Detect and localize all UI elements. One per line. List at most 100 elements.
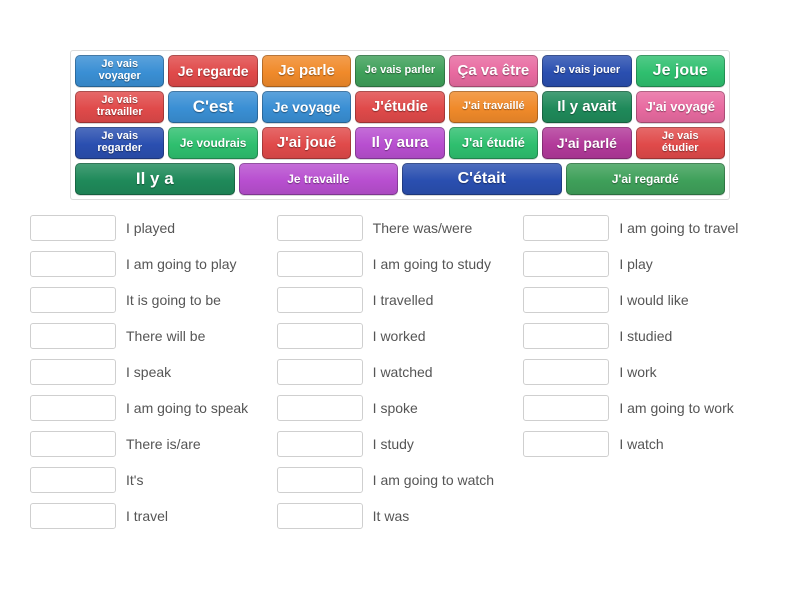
drop-slot[interactable]: [30, 503, 116, 529]
draggable-tile[interactable]: Ça va être: [449, 55, 538, 87]
drop-slot[interactable]: [523, 215, 609, 241]
tile-row: Je vais regarderJe voudraisJ'ai jouéIl y…: [75, 127, 725, 159]
answer-label: There was/were: [373, 220, 473, 237]
answer-label: I am going to study: [373, 256, 491, 273]
drop-slot[interactable]: [523, 431, 609, 457]
draggable-tile[interactable]: J'ai voyagé: [636, 91, 725, 123]
tile-row: Je vais travaillerC'estJe voyageJ'étudie…: [75, 91, 725, 123]
answer-row: There will be: [30, 318, 277, 354]
drop-slot[interactable]: [277, 431, 363, 457]
drop-slot[interactable]: [30, 467, 116, 493]
draggable-tile[interactable]: J'ai travaillé: [449, 91, 538, 123]
drop-slot[interactable]: [30, 251, 116, 277]
drop-slot[interactable]: [277, 215, 363, 241]
draggable-tile[interactable]: Je vais travailler: [75, 91, 164, 123]
answer-row: It is going to be: [30, 282, 277, 318]
draggable-tile[interactable]: Je vais regarder: [75, 127, 164, 159]
answer-label: I played: [126, 220, 175, 237]
answer-row: I am going to play: [30, 246, 277, 282]
draggable-tile[interactable]: Je vais étudier: [636, 127, 725, 159]
answer-label: I am going to speak: [126, 400, 248, 417]
answer-row: I work: [523, 354, 770, 390]
answer-label: I watch: [619, 436, 663, 453]
answer-row: I studied: [523, 318, 770, 354]
drop-slot[interactable]: [523, 251, 609, 277]
draggable-tile[interactable]: Je regarde: [168, 55, 257, 87]
answer-row: I watch: [523, 426, 770, 462]
draggable-tile[interactable]: C'est: [168, 91, 257, 123]
answer-row: I watched: [277, 354, 524, 390]
answer-label: I work: [619, 364, 656, 381]
drop-slot[interactable]: [277, 395, 363, 421]
draggable-tile[interactable]: Je voyage: [262, 91, 351, 123]
answer-label: It is going to be: [126, 292, 221, 309]
draggable-tile[interactable]: Je vais jouer: [542, 55, 631, 87]
tile-row: Je vais voyagerJe regardeJe parleJe vais…: [75, 55, 725, 87]
answer-column: I am going to travel I play I would like I …: [523, 210, 770, 534]
answer-row: I am going to work: [523, 390, 770, 426]
drop-slot[interactable]: [30, 215, 116, 241]
drop-slot[interactable]: [523, 359, 609, 385]
answer-row: I am going to watch: [277, 462, 524, 498]
drop-slot[interactable]: [30, 431, 116, 457]
draggable-tile[interactable]: Je travaille: [239, 163, 399, 195]
answer-label: I travel: [126, 508, 168, 525]
answer-row: There was/were: [277, 210, 524, 246]
drop-slot[interactable]: [277, 287, 363, 313]
drop-slot[interactable]: [30, 323, 116, 349]
answer-label: I play: [619, 256, 652, 273]
drop-slot[interactable]: [523, 323, 609, 349]
draggable-tile[interactable]: Je voudrais: [168, 127, 257, 159]
drop-slot[interactable]: [277, 467, 363, 493]
drop-slot[interactable]: [523, 395, 609, 421]
answer-label: There will be: [126, 328, 205, 345]
answer-label: I worked: [373, 328, 426, 345]
answer-row: I travelled: [277, 282, 524, 318]
answer-label: I travelled: [373, 292, 434, 309]
answer-row: I study: [277, 426, 524, 462]
answer-row: There is/are: [30, 426, 277, 462]
draggable-tile[interactable]: Je vais parler: [355, 55, 444, 87]
draggable-tile[interactable]: J'ai parlé: [542, 127, 631, 159]
exercise-container: Je vais voyagerJe regardeJe parleJe vais…: [0, 0, 800, 534]
tile-bank: Je vais voyagerJe regardeJe parleJe vais…: [70, 50, 730, 200]
answer-label: I am going to watch: [373, 472, 494, 489]
drop-slot[interactable]: [277, 323, 363, 349]
drop-slot[interactable]: [277, 359, 363, 385]
draggable-tile[interactable]: J'ai joué: [262, 127, 351, 159]
drop-slot[interactable]: [30, 395, 116, 421]
answer-label: I am going to play: [126, 256, 237, 273]
answer-row: I played: [30, 210, 277, 246]
answer-column: I played I am going to play It is going to…: [30, 210, 277, 534]
draggable-tile[interactable]: Je parle: [262, 55, 351, 87]
answer-label: It was: [373, 508, 410, 525]
draggable-tile[interactable]: J'ai regardé: [566, 163, 726, 195]
answer-label: I study: [373, 436, 414, 453]
answer-label: I am going to travel: [619, 220, 738, 237]
answer-row: I would like: [523, 282, 770, 318]
answer-label: I would like: [619, 292, 688, 309]
drop-slot[interactable]: [277, 503, 363, 529]
drop-slot[interactable]: [277, 251, 363, 277]
draggable-tile[interactable]: Je vais voyager: [75, 55, 164, 87]
draggable-tile[interactable]: Il y aura: [355, 127, 444, 159]
drop-slot[interactable]: [523, 287, 609, 313]
draggable-tile[interactable]: Je joue: [636, 55, 725, 87]
draggable-tile[interactable]: C'était: [402, 163, 562, 195]
answer-row: I play: [523, 246, 770, 282]
draggable-tile[interactable]: J'ai étudié: [449, 127, 538, 159]
answer-row: I travel: [30, 498, 277, 534]
draggable-tile[interactable]: J'étudie: [355, 91, 444, 123]
answer-row: It was: [277, 498, 524, 534]
answer-row: I am going to study: [277, 246, 524, 282]
answer-row: I spoke: [277, 390, 524, 426]
answer-label: I speak: [126, 364, 171, 381]
answer-row: I am going to travel: [523, 210, 770, 246]
answer-label: I watched: [373, 364, 433, 381]
drop-slot[interactable]: [30, 287, 116, 313]
draggable-tile[interactable]: Il y avait: [542, 91, 631, 123]
answer-label: I studied: [619, 328, 672, 345]
drop-slot[interactable]: [30, 359, 116, 385]
draggable-tile[interactable]: Il y a: [75, 163, 235, 195]
answer-columns: I played I am going to play It is going to…: [30, 210, 770, 534]
